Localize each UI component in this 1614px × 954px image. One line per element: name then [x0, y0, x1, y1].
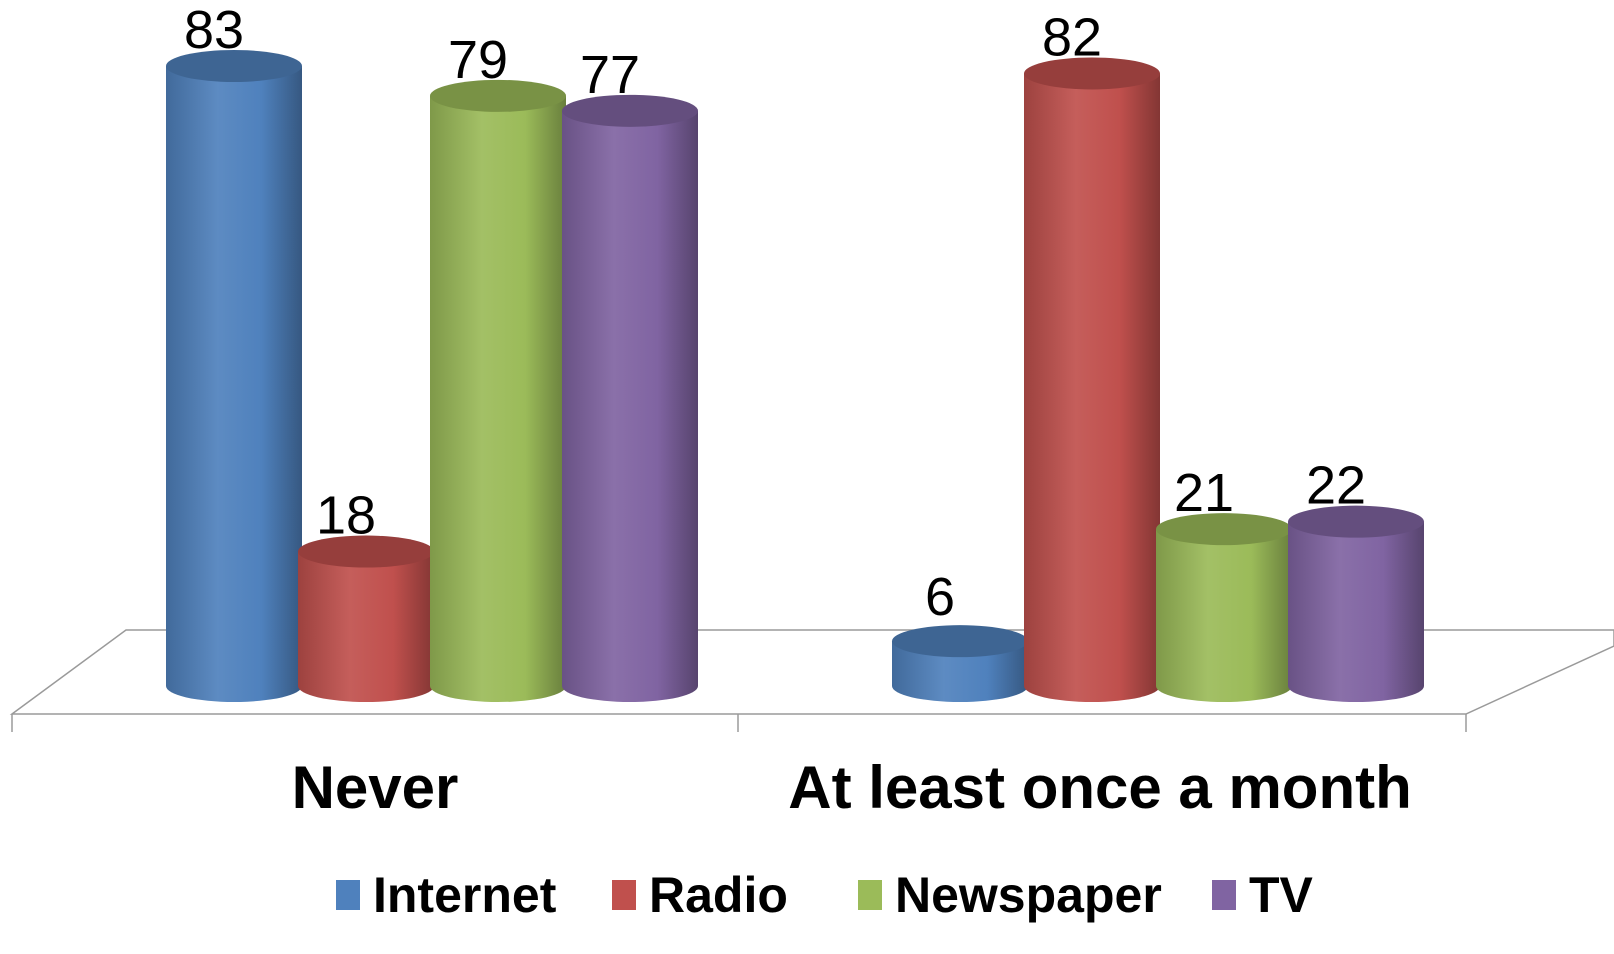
bar-top-internet-at-least-once-a-month	[892, 625, 1028, 658]
legend-item-newspaper: Newspaper	[858, 867, 1162, 923]
bar-body-newspaper-at-least-once-a-month	[1156, 529, 1292, 702]
data-label-internet-at-least-once-a-month: 6	[925, 567, 955, 627]
bar-body-radio-never	[298, 551, 434, 702]
legend-swatch-radio	[612, 880, 636, 910]
bar-body-tv-never	[562, 110, 698, 702]
category-axis: Never At least once a month	[292, 754, 1412, 821]
bar-top-newspaper-at-least-once-a-month	[1156, 513, 1292, 546]
legend-item-tv: TV	[1212, 867, 1314, 923]
data-label-tv-never: 77	[580, 45, 640, 105]
legend-label-newspaper: Newspaper	[895, 867, 1162, 923]
data-label-newspaper-never: 79	[448, 30, 508, 90]
legend-label-radio: Radio	[649, 867, 788, 923]
bar-newspaper-never	[430, 79, 566, 702]
bars-group	[166, 50, 1424, 703]
legend-label-internet: Internet	[373, 867, 557, 923]
bar-radio-at-least-once-a-month	[1024, 57, 1160, 703]
data-label-newspaper-at-least-once-a-month: 21	[1174, 463, 1234, 523]
bar-top-radio-at-least-once-a-month	[1024, 57, 1160, 90]
legend-item-internet: Internet	[336, 867, 557, 923]
bar-tv-at-least-once-a-month	[1288, 505, 1424, 702]
bar-top-radio-never	[298, 535, 434, 568]
bar-top-tv-never	[562, 94, 698, 127]
bar-body-internet-at-least-once-a-month	[892, 641, 1028, 702]
bar-tv-never	[562, 94, 698, 702]
legend-swatch-internet	[336, 880, 360, 910]
legend-swatch-newspaper	[858, 880, 882, 910]
legend-item-radio: Radio	[612, 867, 788, 923]
legend-label-tv: TV	[1249, 867, 1314, 923]
category-label-at-least-once-a-month: At least once a month	[788, 754, 1411, 821]
bar-internet-never	[166, 50, 302, 702]
bar-body-tv-at-least-once-a-month	[1288, 521, 1424, 702]
data-label-tv-at-least-once-a-month: 22	[1306, 456, 1366, 516]
bar-top-tv-at-least-once-a-month	[1288, 505, 1424, 538]
bar-top-internet-never	[166, 50, 302, 82]
legend: Internet Radio Newspaper TV	[336, 867, 1314, 923]
data-labels-group: 83 18 79 77 6 82 21 22	[184, 0, 1366, 627]
bar-internet-at-least-once-a-month	[892, 625, 1028, 702]
bar-radio-never	[298, 535, 434, 702]
bar-body-newspaper-never	[430, 95, 566, 702]
bar-newspaper-at-least-once-a-month	[1156, 513, 1292, 702]
data-label-internet-never: 83	[184, 0, 244, 60]
category-label-never: Never	[292, 754, 459, 821]
data-label-radio-at-least-once-a-month: 82	[1042, 7, 1102, 67]
bar-top-newspaper-never	[430, 79, 566, 112]
bar-body-radio-at-least-once-a-month	[1024, 73, 1160, 703]
bar-body-internet-never	[166, 66, 302, 702]
legend-swatch-tv	[1212, 880, 1236, 910]
data-label-radio-never: 18	[316, 486, 376, 546]
